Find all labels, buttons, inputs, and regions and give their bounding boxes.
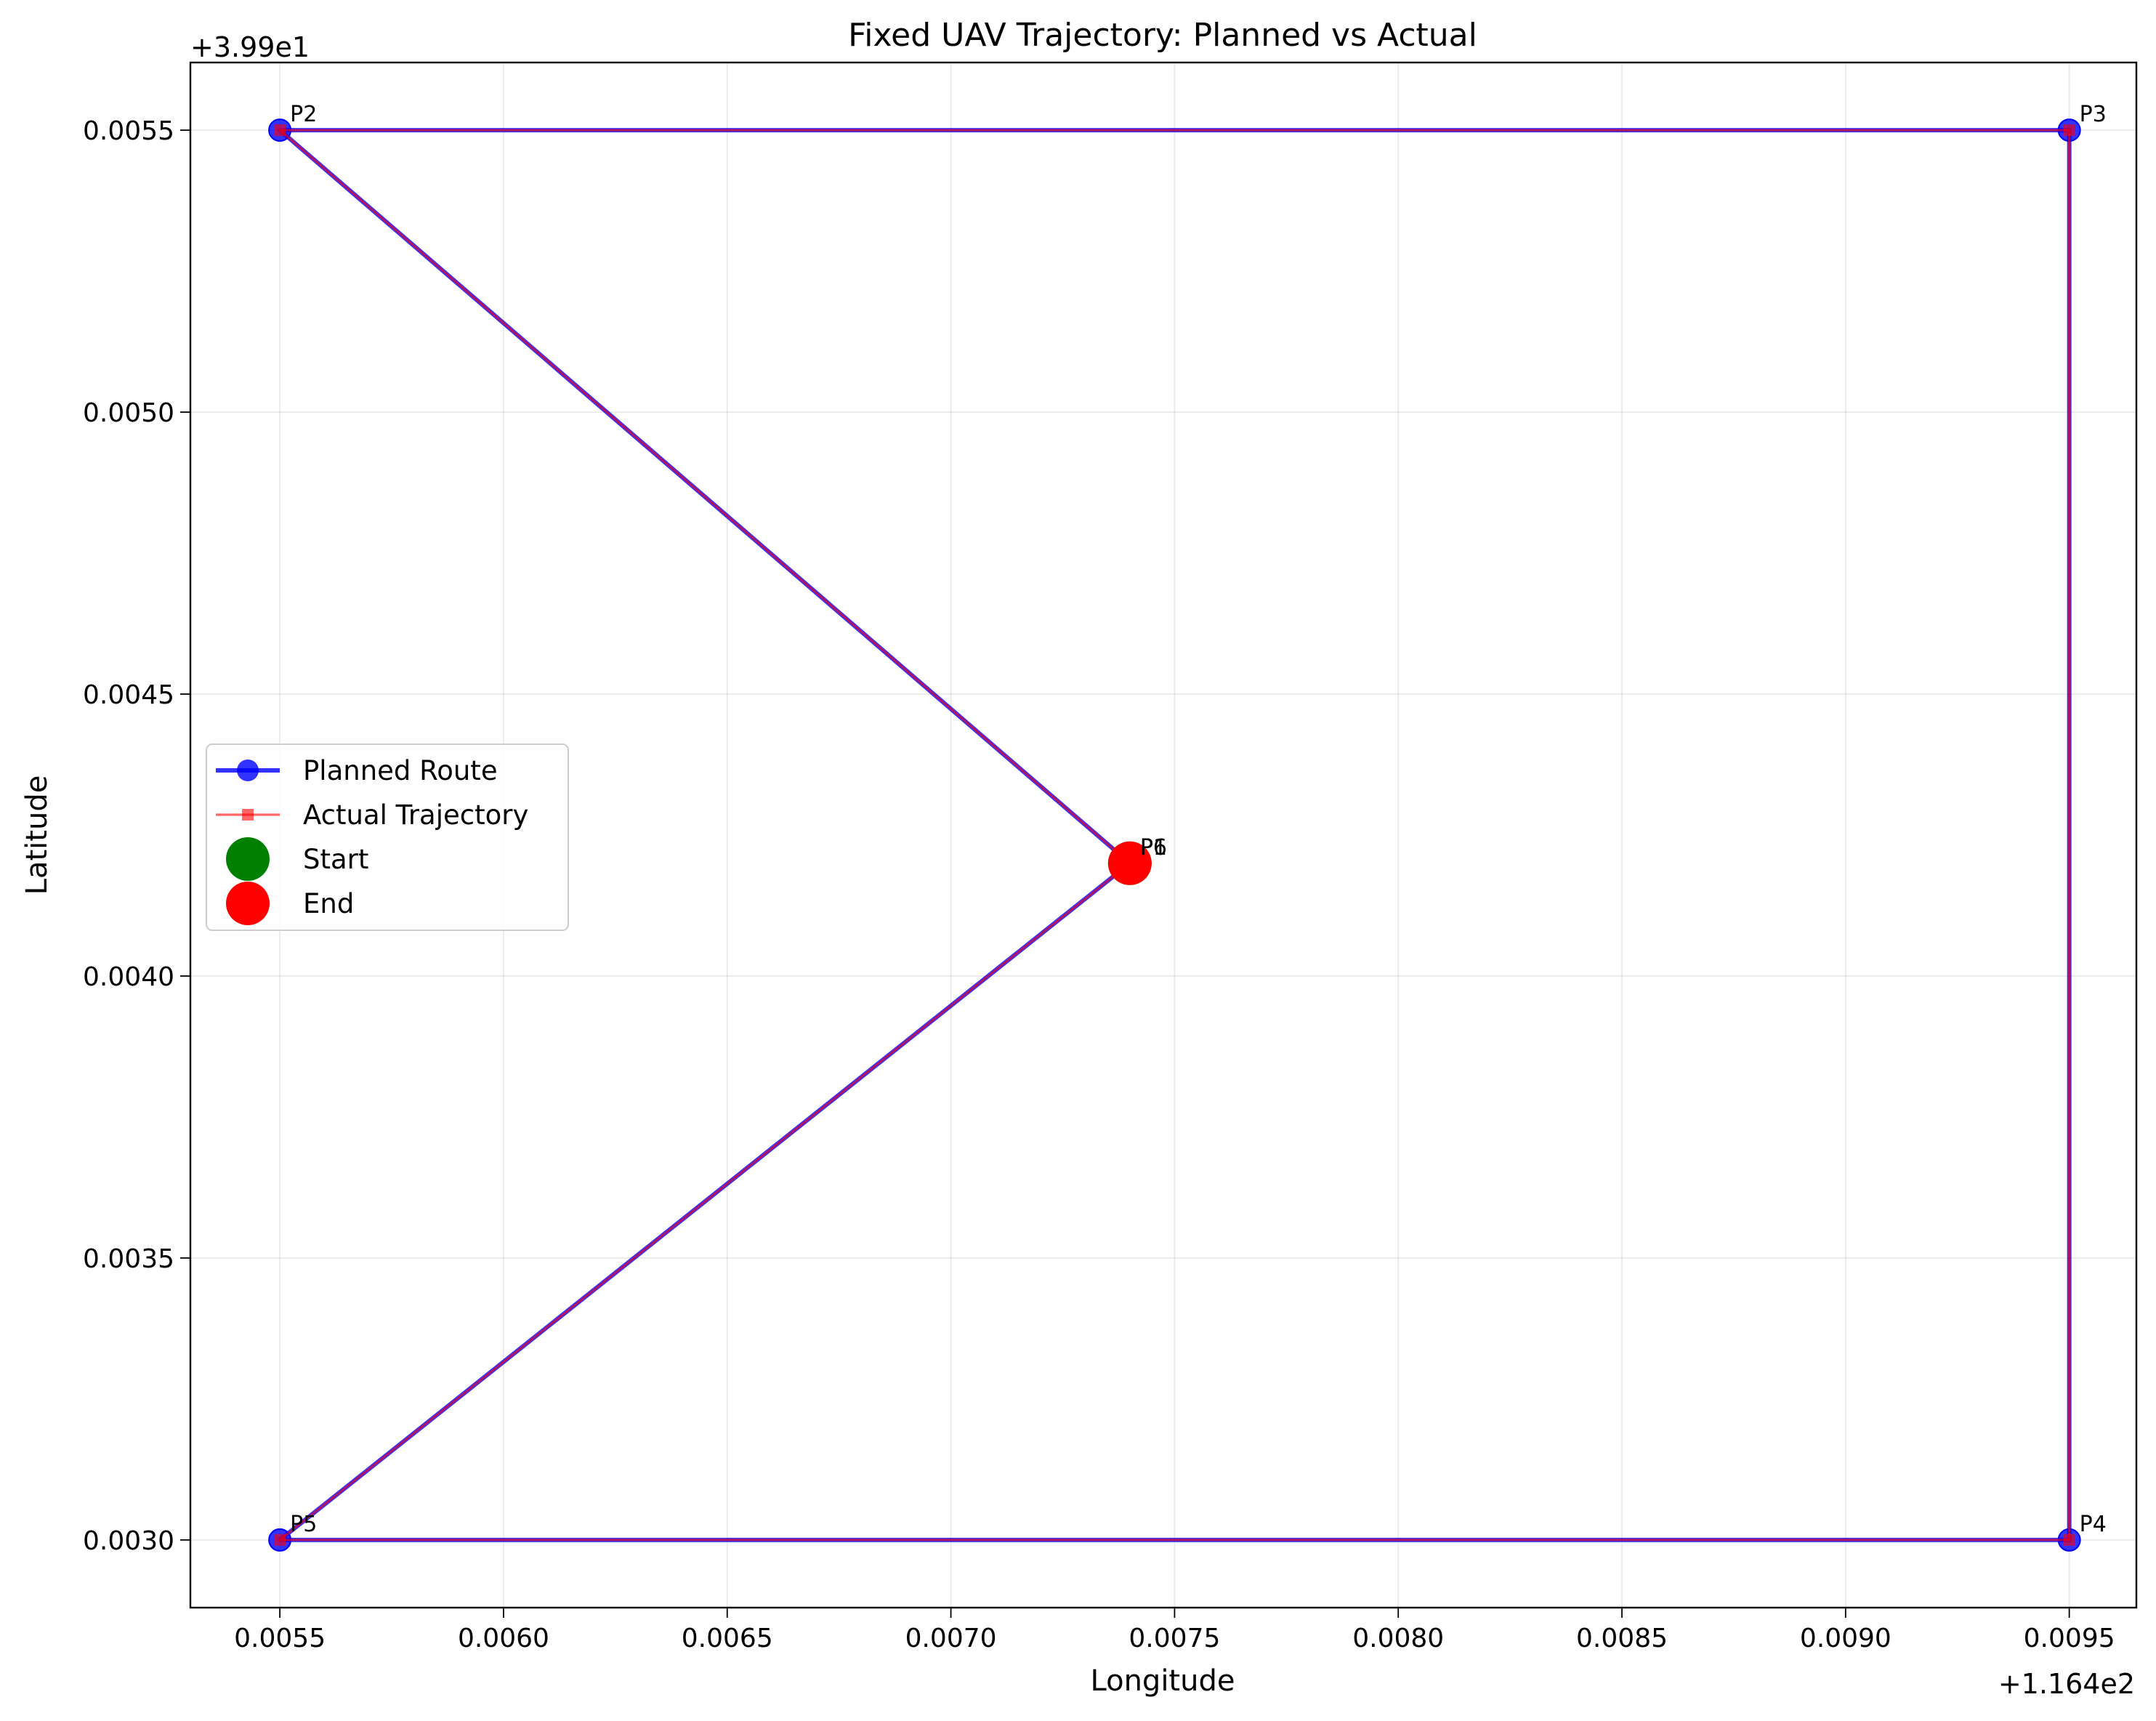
ticks: 0.0055 0.0060 0.0065 0.0070 0.0075 0.0080 0.00… [83,116,2115,1653]
x-tick-label: 0.0070 [905,1624,997,1653]
legend-label: Actual Trajectory [303,799,528,831]
y-axis-label: Latitude [20,775,54,895]
x-axis-label: Longitude [1091,1664,1235,1698]
axes-frame [189,61,2138,1609]
waypoint-label: P5 [290,1512,317,1537]
actual-trajectory-marker [274,1533,286,1546]
chart-title: Fixed UAV Trajectory: Planned vs Actual [848,17,1477,54]
x-tick-label: 0.0065 [682,1624,773,1653]
y-tick-label: 0.0040 [83,962,174,992]
x-tick-label: 0.0075 [1129,1624,1220,1653]
waypoint-label: P2 [290,102,317,127]
x-tick-label: 0.0085 [1576,1624,1668,1653]
legend-label: Start [303,844,368,875]
annotation-layer: P1 P2 P3 P4 P5 P6 [290,102,2107,1537]
waypoint-label: P6 [1140,835,1167,860]
legend-swatch-end [226,882,270,925]
y-offset-label: +3.99e1 [190,31,310,63]
legend-swatch-actual-marker [242,809,254,821]
legend-swatch-planned-marker [237,759,259,781]
legend-label: Planned Route [303,755,498,786]
series-layer [268,118,2081,1552]
legend-swatch-start [226,837,270,881]
x-tick-label: 0.0095 [2024,1624,2115,1653]
y-tick-label: 0.0045 [83,680,174,710]
actual-trajectory-marker [274,124,286,137]
legend-box [206,743,569,931]
waypoint-label: P4 [2080,1512,2107,1537]
y-tick-label: 0.0050 [83,398,174,428]
y-tick-label: 0.0030 [83,1526,174,1556]
x-tick-label: 0.0090 [1800,1624,1891,1653]
waypoint-label: P3 [2080,102,2107,127]
actual-trajectory-marker [2063,124,2075,137]
x-offset-label: +1.164e2 [1998,1668,2135,1700]
legend-label: End [303,888,354,919]
actual-trajectory-marker [2063,1533,2075,1546]
end-point [1107,841,1152,885]
x-tick-label: 0.0055 [234,1624,326,1653]
legend: Planned Route Actual Trajectory Start End [206,743,569,931]
actual-trajectory-line [278,129,2071,1541]
y-tick-label: 0.0055 [83,116,174,146]
y-tick-label: 0.0035 [83,1244,174,1274]
x-tick-label: 0.0060 [458,1624,549,1653]
x-tick-label: 0.0080 [1352,1624,1444,1653]
waypoint-label: P1 [1140,835,1167,860]
